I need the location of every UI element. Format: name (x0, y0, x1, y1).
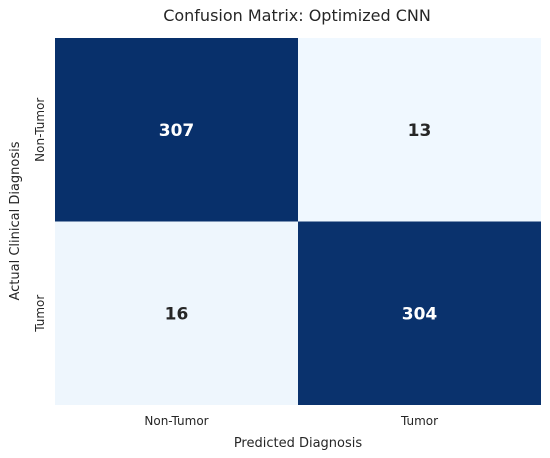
heatmap-cells: 307 13 16 304 (55, 38, 541, 405)
cell-value-label: 304 (402, 304, 438, 324)
heatmap-cell (298, 221, 541, 405)
cell-value-label: 16 (165, 304, 189, 324)
cell-value-label: 307 (159, 121, 195, 141)
y-tick-label: Non-Tumor (33, 98, 47, 162)
heatmap-cell (55, 38, 298, 222)
chart-title: Confusion Matrix: Optimized CNN (163, 6, 431, 25)
y-axis-label: Actual Clinical Diagnosis (8, 141, 23, 300)
heatmap-cell (298, 38, 541, 222)
y-tick-label: Tumor (33, 295, 47, 333)
heatmap-cell (55, 221, 298, 405)
x-tick-label: Tumor (400, 414, 438, 428)
x-axis-label: Predicted Diagnosis (234, 436, 363, 451)
x-tick-label: Non-Tumor (144, 414, 208, 428)
y-tick-labels: Non-Tumor Tumor (33, 98, 47, 333)
cell-value-label: 13 (408, 121, 432, 141)
x-tick-labels: Non-Tumor Tumor (144, 414, 438, 428)
